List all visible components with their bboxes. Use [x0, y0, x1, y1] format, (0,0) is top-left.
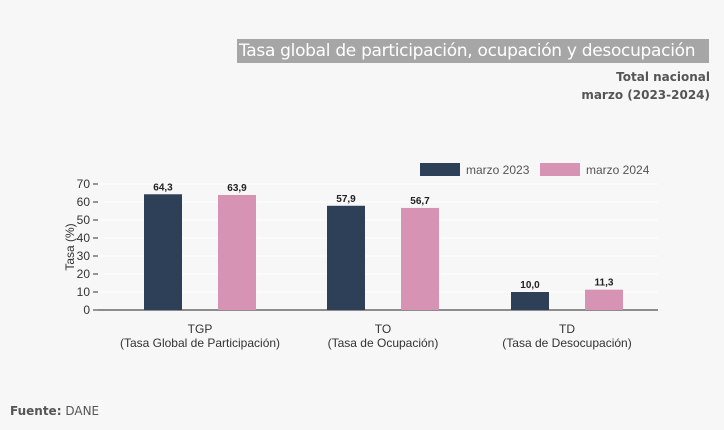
data-label: 10,0 [520, 280, 540, 291]
y-tick-label: 30 [77, 249, 91, 263]
legend-swatch [540, 163, 580, 176]
y-tick-label: 10 [77, 285, 91, 299]
x-tick-label: TGP [188, 322, 213, 336]
y-tick-label: 20 [77, 267, 91, 281]
data-label: 64,3 [153, 182, 173, 193]
x-tick-label: TD [559, 322, 575, 336]
chart-subtitle-scope: Total nacional [616, 70, 710, 84]
y-tick-label: 40 [77, 231, 91, 245]
y-tick-label: 70 [77, 177, 91, 191]
data-label: 57,9 [336, 194, 356, 205]
chart-subtitle-period: marzo (2023-2024) [581, 88, 710, 102]
bar-td-2023 [511, 292, 549, 310]
bar-tgp-2023 [144, 194, 182, 310]
data-label: 56,7 [410, 196, 430, 207]
data-label: 63,9 [227, 183, 247, 194]
legend-label: marzo 2024 [586, 163, 650, 177]
source-value: DANE [65, 404, 100, 418]
chart-title: Tasa global de participación, ocupación … [237, 39, 710, 63]
source-note: Fuente: DANE [10, 404, 99, 418]
x-tick-label: TO [375, 322, 391, 336]
data-label: 11,3 [595, 278, 614, 289]
y-axis-label: Tasa (%) [63, 223, 77, 270]
x-tick-sublabel: (Tasa Global de Participación) [120, 336, 280, 350]
legend-swatch [420, 163, 460, 176]
y-tick-label: 50 [77, 213, 91, 227]
bar-to-2024 [401, 207, 439, 310]
y-tick-label: 0 [83, 303, 90, 317]
y-tick-label: 60 [77, 195, 91, 209]
x-tick-sublabel: (Tasa de Ocupación) [328, 336, 439, 350]
bar-td-2024 [585, 289, 623, 310]
legend-label: marzo 2023 [466, 163, 530, 177]
bar-to-2023 [327, 205, 365, 310]
bar-tgp-2024 [218, 194, 256, 310]
source-label: Fuente: [10, 404, 62, 418]
x-tick-sublabel: (Tasa de Desocupación) [502, 336, 631, 350]
